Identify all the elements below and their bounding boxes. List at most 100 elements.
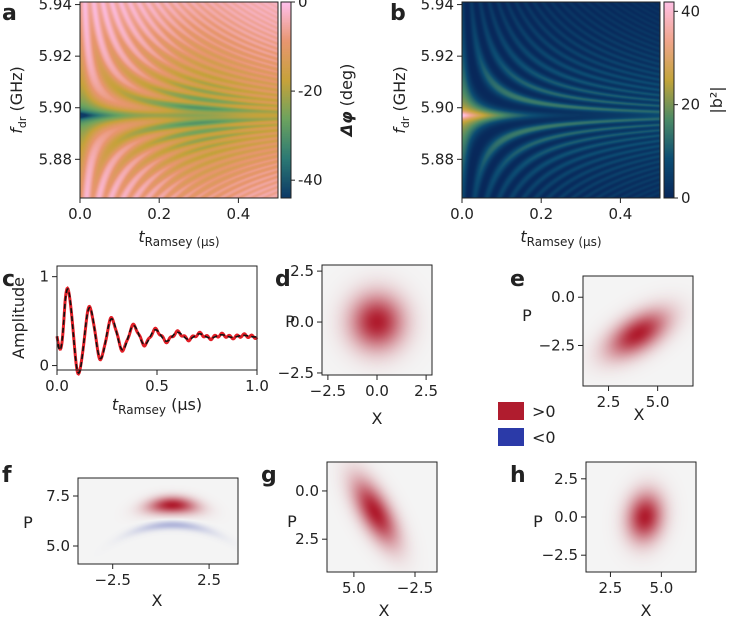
- heatmap-a-image: [80, 2, 278, 198]
- colorbar-tick-label: -20: [298, 82, 323, 100]
- ytick-label: 0: [39, 357, 49, 375]
- ytick-label: −2.5: [278, 364, 314, 382]
- colorbar-a-ticks: 0 -20 -40: [291, 0, 323, 189]
- xtick-label: 2.5: [197, 571, 221, 589]
- xtick-label: −2.5: [310, 382, 346, 400]
- ytick-label: 5.90: [39, 99, 72, 117]
- ytick-label: 2.5: [290, 262, 314, 280]
- panel-label-e: e: [510, 267, 525, 292]
- xtick-label: 0.2: [529, 205, 553, 223]
- xlabel-e: X: [634, 405, 645, 424]
- panel-label-c: c: [2, 267, 15, 292]
- axes-b-frame: [461, 1, 661, 199]
- series-fit-line: [56, 288, 258, 374]
- xtick-label: −2.5: [397, 579, 433, 597]
- ylabel-d: P: [285, 312, 295, 331]
- ticks-a: 0.0 0.2 0.4 5.88 5.90 5.92 5.94: [39, 0, 251, 223]
- panel-label-d: d: [275, 267, 291, 292]
- panel-a: 0.0 0.2 0.4 5.88 5.90 5.92 5.94 fdr (GHz) tRam…: [7, 0, 356, 249]
- ylabel-h: P: [533, 512, 543, 531]
- colorbar-b: [664, 2, 674, 198]
- legend: >0 <0: [498, 402, 556, 447]
- ylabel-f: P: [23, 513, 33, 532]
- xlabel-b: tRamsey (μs): [520, 227, 601, 249]
- ytick-label: 5.0: [46, 537, 70, 555]
- xtick-label: 5.0: [646, 393, 670, 411]
- ytick-label: 2.5: [554, 470, 578, 488]
- legend-swatch-negative: [498, 428, 524, 446]
- ylabel-a-unit: (GHz): [7, 66, 26, 116]
- ytick-label: −2.5: [539, 336, 575, 354]
- ytick-label: −2.5: [542, 546, 578, 564]
- ylabel-a: fdr (GHz): [7, 66, 29, 134]
- ytick-label: 5.90: [421, 99, 454, 117]
- legend-swatch-positive: [498, 402, 524, 420]
- ytick-label: 1: [39, 268, 49, 286]
- colorbar-tick-label: 40: [681, 2, 700, 20]
- xtick-label: 5.0: [649, 579, 673, 597]
- ytick-label: 0.0: [554, 508, 578, 526]
- panel-label-h: h: [510, 463, 526, 488]
- ytick-label: 7.5: [46, 487, 70, 505]
- panel-f: −2.5 2.5 7.5 5.0 P X: [23, 477, 239, 610]
- xtick-label: 0.0: [68, 205, 92, 223]
- xtick-label: 0.4: [226, 205, 250, 223]
- panel-label-b: b: [390, 1, 406, 26]
- legend-label-positive: >0: [532, 402, 556, 421]
- xtick-label: 1.0: [245, 377, 269, 395]
- ytick-label: 0.0: [551, 288, 575, 306]
- wigner-d-image: [322, 265, 432, 375]
- colorbar-b-label: |b²|: [707, 86, 726, 113]
- xtick-label: 0.2: [147, 205, 171, 223]
- wigner-h-image: [586, 462, 696, 572]
- ylabel-c: Amplitude: [9, 277, 28, 359]
- colorbar-tick-label: -40: [298, 171, 323, 189]
- ytick-label: 5.92: [421, 47, 454, 65]
- xlabel-h: X: [641, 601, 652, 620]
- colorbar-a-label: Δφ (deg): [337, 64, 356, 139]
- xtick-label: −2.5: [94, 571, 130, 589]
- xtick-label: 0.0: [450, 205, 474, 223]
- ticks-c: 0.0 0.5 1.0 0 1: [39, 268, 268, 395]
- ylabel-a-sub: dr: [16, 116, 29, 128]
- ytick-label: 5.94: [39, 0, 72, 14]
- lines-c: [55, 286, 259, 376]
- panel-label-f: f: [2, 463, 12, 488]
- xtick-label: 2.5: [599, 579, 623, 597]
- xtick-label: 2.5: [597, 393, 621, 411]
- colorbar-tick-label: 0: [681, 189, 691, 207]
- colorbar-tick-label: 20: [681, 96, 700, 114]
- xtick-label: 5.0: [342, 579, 366, 597]
- xtick-label: 0.4: [608, 205, 632, 223]
- wigner-g-image: [327, 462, 437, 572]
- xtick-label: 0.5: [145, 377, 169, 395]
- ytick-label: 5.88: [421, 150, 454, 168]
- colorbar-a: [281, 2, 291, 198]
- ylabel-b: fdr (GHz): [390, 66, 412, 134]
- xlabel-f: X: [152, 591, 163, 610]
- wigner-e-image: [583, 276, 693, 386]
- ylabel-g: P: [287, 512, 297, 531]
- panel-e: 2.5 5.0 0.0 −2.5 P X: [522, 275, 694, 424]
- ytick-label: 2.5: [295, 530, 319, 548]
- axes-a-frame: [79, 1, 279, 199]
- xtick-label: 2.5: [414, 382, 438, 400]
- panel-label-a: a: [2, 1, 17, 26]
- ytick-label: 0.0: [295, 482, 319, 500]
- colorbar-b-ticks: 40 20 0: [674, 2, 700, 207]
- xtick-label: 0.0: [365, 382, 389, 400]
- heatmap-b-image: [462, 2, 660, 198]
- xlabel-c: tRamsey (μs): [112, 395, 202, 417]
- panel-g: 5.0 −2.5 0.0 2.5 P X: [287, 461, 438, 620]
- ytick-label: 5.88: [39, 150, 72, 168]
- panel-d: −2.5 0.0 2.5 2.5 0.0 −2.5 P X: [278, 262, 438, 428]
- ylabel-a-sym: f: [7, 126, 26, 134]
- legend-label-negative: <0: [532, 428, 556, 447]
- panel-b: 0.0 0.2 0.4 5.88 5.90 5.92 5.94 fdr (GHz) tRam…: [390, 0, 726, 249]
- wigner-f-image: [78, 478, 238, 564]
- panel-label-g: g: [261, 463, 277, 488]
- ticks-b: 0.0 0.2 0.4 5.88 5.90 5.92 5.94: [421, 0, 633, 223]
- ytick-label: 5.94: [421, 0, 454, 14]
- xlabel-d: X: [372, 409, 383, 428]
